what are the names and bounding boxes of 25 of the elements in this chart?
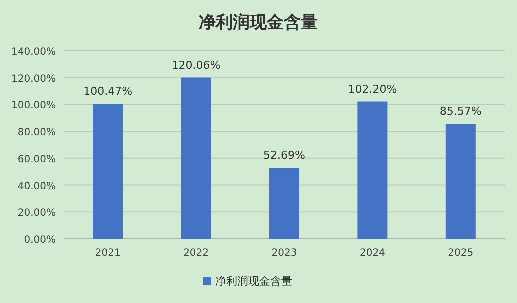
x-tick-label: 2024: [360, 248, 386, 259]
y-tick-label: 0.00%: [24, 235, 56, 246]
legend-label: 净利润现金含量: [216, 275, 292, 288]
bar: [446, 124, 476, 239]
bar: [181, 78, 212, 239]
y-tick-label: 140.00%: [12, 47, 56, 58]
x-tick-label: 2025: [448, 248, 474, 259]
bar: [358, 102, 388, 239]
data-label: 120.06%: [172, 58, 221, 72]
x-tick-label: 2023: [272, 248, 298, 259]
data-label: 100.47%: [84, 85, 133, 98]
x-tick-label: 2021: [95, 248, 121, 259]
x-tick-label: 2022: [184, 248, 210, 259]
y-tick-label: 40.00%: [18, 181, 56, 192]
y-tick-label: 60.00%: [18, 154, 56, 166]
bar: [270, 168, 300, 239]
y-tick-label: 80.00%: [18, 128, 56, 139]
chart-title: 净利润现金含量: [199, 13, 318, 33]
y-tick-label: 120.00%: [12, 74, 56, 85]
y-tick-label: 100.00%: [12, 100, 56, 112]
data-label: 52.69%: [264, 149, 306, 162]
data-label: 85.57%: [440, 105, 482, 118]
bar: [93, 104, 124, 239]
y-tick-label: 20.00%: [18, 208, 56, 220]
data-label: 102.20%: [348, 82, 398, 96]
